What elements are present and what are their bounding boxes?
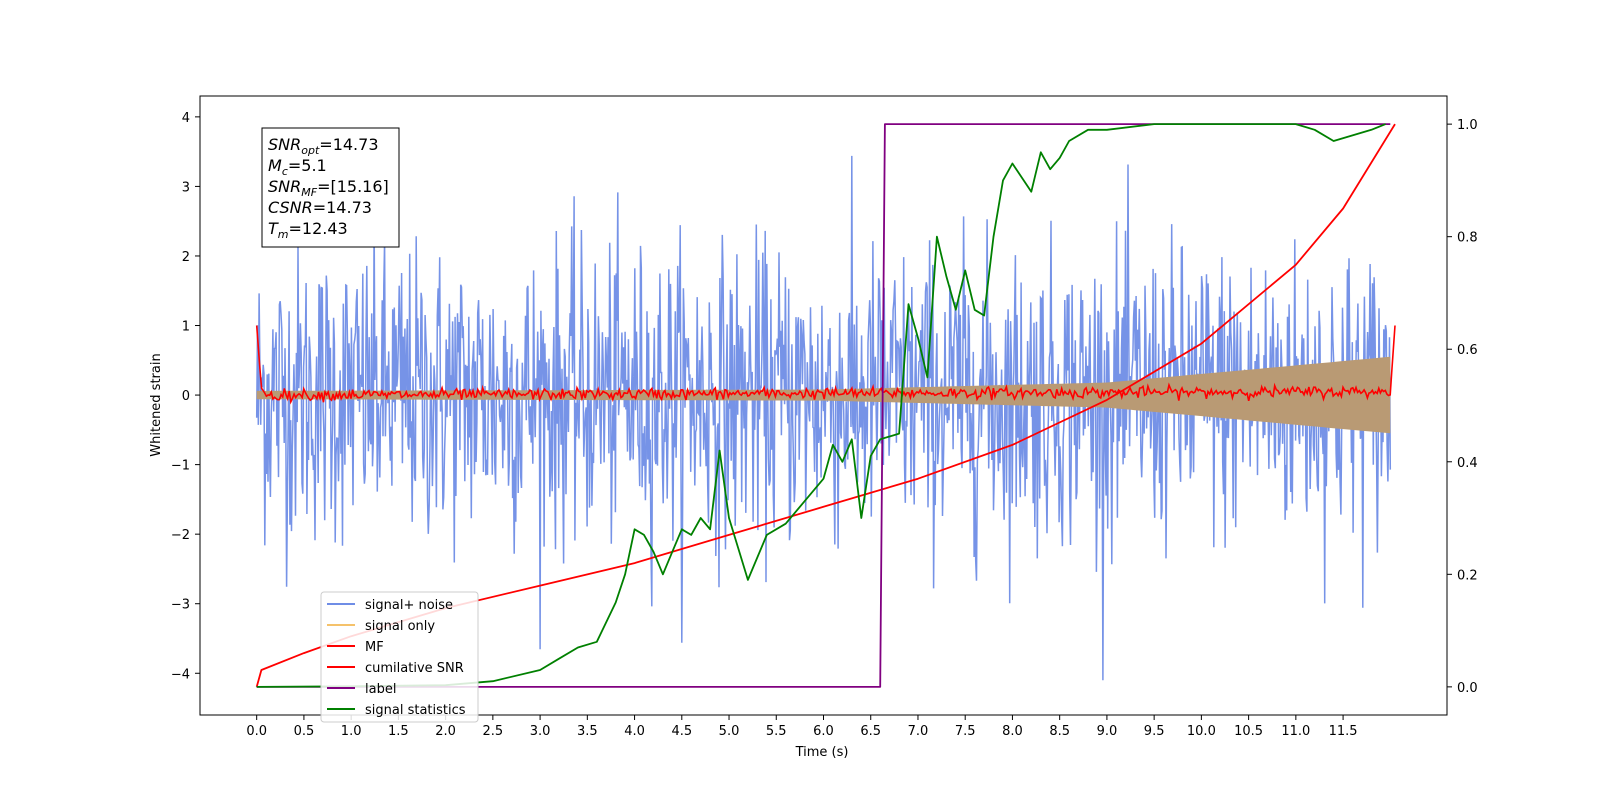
y-tick-label: −1 [171, 459, 190, 474]
legend: signal+ noise signal only MF cumilative SNR… [320, 591, 479, 723]
x-tick-label: 0.5 [294, 724, 315, 739]
legend-entry: label [365, 682, 396, 697]
y-axis-label: Whitened strain [149, 353, 164, 456]
x-axis-label: Time (s) [795, 745, 849, 760]
y-axis-left: 4 3 2 1 0 −1 −2 −3 −4 [171, 111, 200, 682]
legend-entry: MF [365, 640, 384, 655]
x-tick-label: 5.5 [766, 724, 787, 739]
annotation-line: SNRMF=[15.16] [268, 177, 389, 199]
y-tick-label: −3 [171, 598, 190, 613]
x-tick-label: 1.0 [341, 724, 362, 739]
x-tick-label: 9.0 [1097, 724, 1118, 739]
x-tick-label: 8.5 [1049, 724, 1070, 739]
y-tick-label: 0 [182, 389, 190, 404]
legend-entry: cumilative SNR [365, 661, 464, 676]
y-tick-label: −4 [171, 667, 190, 682]
y2-tick-label: 0.2 [1457, 568, 1478, 583]
annotation-line: Tm=12.43 [268, 219, 348, 241]
x-tick-label: 11.0 [1281, 724, 1310, 739]
y2-tick-label: 1.0 [1457, 118, 1478, 133]
y2-tick-label: 0.8 [1457, 231, 1478, 246]
series-mf [255, 325, 1396, 405]
x-tick-label: 3.5 [577, 724, 598, 739]
series-signal-statistics [256, 123, 1386, 688]
y-tick-label: −2 [171, 528, 190, 543]
legend-entry: signal+ noise [365, 598, 453, 613]
x-tick-label: 10.5 [1234, 724, 1263, 739]
annotation-line: SNRopt=14.73 [268, 135, 379, 157]
x-tick-label: 4.0 [624, 724, 645, 739]
annotation-box: SNRopt=14.73Mc=5.1SNRMF=[15.16]CSNR=14.7… [261, 127, 400, 248]
y-tick-label: 1 [182, 320, 190, 335]
y2-tick-label: 0.0 [1457, 681, 1478, 696]
x-tick-label: 11.5 [1329, 724, 1358, 739]
x-axis: 0.0 0.5 1.0 1.5 2.0 2.5 3.0 3.5 4.0 4.5 5.0 5.5 6.0 6… [246, 715, 1358, 739]
legend-entry: signal statistics [365, 703, 466, 718]
x-tick-label: 1.5 [388, 724, 409, 739]
x-tick-label: 9.5 [1144, 724, 1165, 739]
x-tick-label: 7.5 [955, 724, 976, 739]
y2-tick-label: 0.4 [1457, 456, 1478, 471]
legend-entry: signal only [365, 619, 435, 634]
x-tick-label: 7.0 [908, 724, 929, 739]
y2-tick-label: 0.6 [1457, 343, 1478, 358]
series-label [256, 123, 1391, 688]
y-tick-label: 3 [182, 180, 190, 195]
x-tick-label: 2.5 [483, 724, 504, 739]
y-axis-right: 1.0 0.8 0.6 0.4 0.2 0.0 [1447, 118, 1478, 696]
x-tick-label: 6.0 [813, 724, 834, 739]
x-tick-label: 5.0 [719, 724, 740, 739]
annotation-line: Mc=5.1 [268, 156, 327, 178]
x-tick-label: 6.5 [860, 724, 881, 739]
x-tick-label: 3.0 [530, 724, 551, 739]
y-tick-label: 4 [182, 111, 190, 126]
y-tick-label: 2 [182, 250, 190, 265]
annotation-line: CSNR=14.73 [268, 198, 372, 217]
x-tick-label: 8.0 [1002, 724, 1023, 739]
x-tick-label: 0.0 [246, 724, 267, 739]
x-tick-label: 10.0 [1187, 724, 1216, 739]
x-tick-label: 2.0 [435, 724, 456, 739]
legend-frame [320, 591, 479, 723]
annotation-frame [261, 127, 400, 248]
x-tick-label: 4.5 [671, 724, 692, 739]
